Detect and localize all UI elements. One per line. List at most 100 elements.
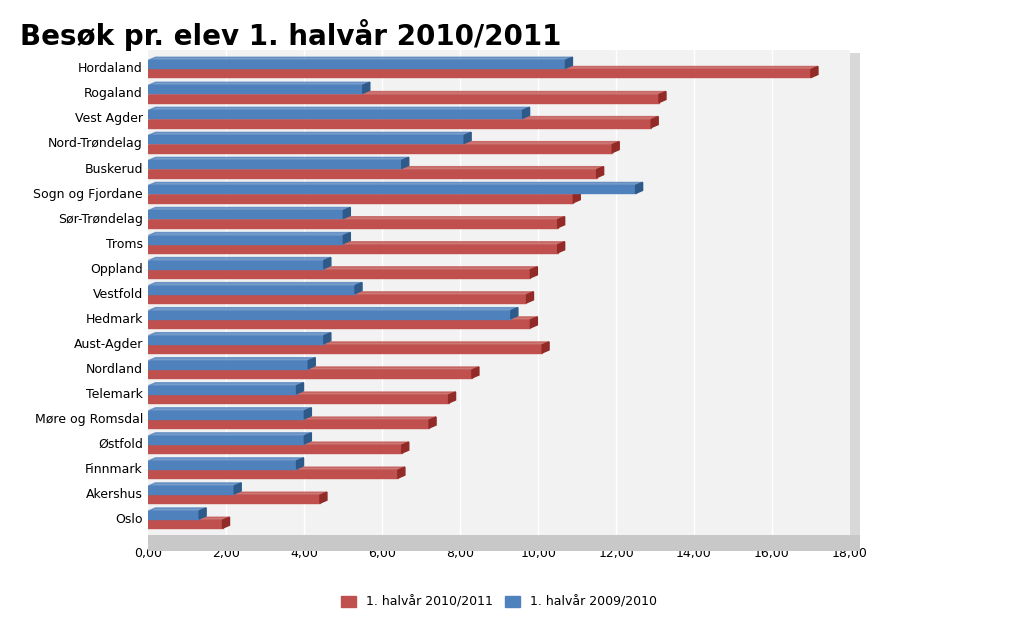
Polygon shape [398,467,404,478]
Polygon shape [542,342,549,353]
Bar [148,60,565,68]
Polygon shape [148,392,456,395]
Bar [148,170,597,178]
Polygon shape [148,483,242,486]
Bar [148,145,612,153]
Polygon shape [526,292,534,303]
Polygon shape [401,157,409,168]
Bar [148,110,522,118]
Polygon shape [304,408,311,419]
Polygon shape [148,292,534,295]
Polygon shape [148,433,311,436]
Polygon shape [429,417,436,428]
Polygon shape [148,167,603,170]
Polygon shape [148,82,370,85]
Polygon shape [659,91,666,103]
Bar [148,370,472,378]
Polygon shape [304,433,311,444]
Polygon shape [148,207,350,210]
Polygon shape [148,382,303,386]
Bar [148,336,324,344]
Bar [148,285,355,294]
Polygon shape [573,192,581,203]
Polygon shape [651,116,658,128]
Polygon shape [343,232,350,244]
Bar [148,185,636,193]
Polygon shape [558,242,564,253]
Polygon shape [148,367,479,370]
Polygon shape [401,442,409,453]
Bar [148,220,558,228]
Bar [148,420,429,428]
Polygon shape [464,132,471,143]
Polygon shape [148,116,658,120]
Polygon shape [511,307,518,319]
Bar [148,320,530,328]
Polygon shape [148,217,564,220]
Polygon shape [148,141,620,145]
Polygon shape [308,357,315,369]
Polygon shape [565,57,572,68]
Polygon shape [148,132,471,135]
Bar [148,260,324,269]
Polygon shape [449,392,456,403]
Polygon shape [558,217,564,228]
Bar [148,461,297,469]
Polygon shape [148,91,666,95]
Polygon shape [148,232,350,235]
Bar [148,195,573,203]
Polygon shape [222,517,229,528]
Polygon shape [324,257,331,269]
Polygon shape [148,107,529,110]
Polygon shape [148,307,518,310]
Polygon shape [148,517,229,520]
Polygon shape [148,342,549,345]
Polygon shape [148,242,564,245]
Polygon shape [234,483,242,494]
Polygon shape [148,492,327,495]
Polygon shape [148,408,311,411]
Polygon shape [636,182,643,193]
Polygon shape [148,192,581,195]
Bar [148,310,511,319]
Bar [148,470,398,478]
Bar [148,295,526,303]
Polygon shape [148,317,538,320]
Bar [148,160,401,168]
Polygon shape [199,508,206,519]
Polygon shape [530,317,538,328]
Bar [148,486,234,494]
Polygon shape [597,167,603,178]
Bar [148,69,811,78]
Polygon shape [148,442,409,445]
Bar [148,386,297,394]
Bar [148,120,651,128]
Polygon shape [355,282,362,294]
Bar [148,245,558,253]
Polygon shape [297,458,303,469]
Polygon shape [148,267,538,270]
Polygon shape [148,357,315,361]
Legend: 1. halvår 2010/2011, 1. halvår 2009/2010: 1. halvår 2010/2011, 1. halvår 2009/2010 [336,591,663,614]
Polygon shape [324,332,331,344]
Polygon shape [148,257,331,260]
Polygon shape [530,267,538,278]
Bar [148,210,343,218]
Polygon shape [811,66,818,78]
Bar [148,235,343,244]
Bar [148,345,542,353]
Polygon shape [362,82,370,93]
Bar [148,411,304,419]
Polygon shape [148,508,206,511]
Bar [148,95,659,103]
Text: Besøk pr. elev 1. halvår 2010/2011: Besøk pr. elev 1. halvår 2010/2011 [20,19,562,51]
Polygon shape [148,66,818,69]
Polygon shape [148,57,572,60]
Bar [148,395,449,403]
Polygon shape [319,492,327,503]
Bar [148,135,464,143]
Bar [148,520,222,528]
Bar [148,511,199,519]
Polygon shape [612,141,620,153]
Polygon shape [148,458,303,461]
